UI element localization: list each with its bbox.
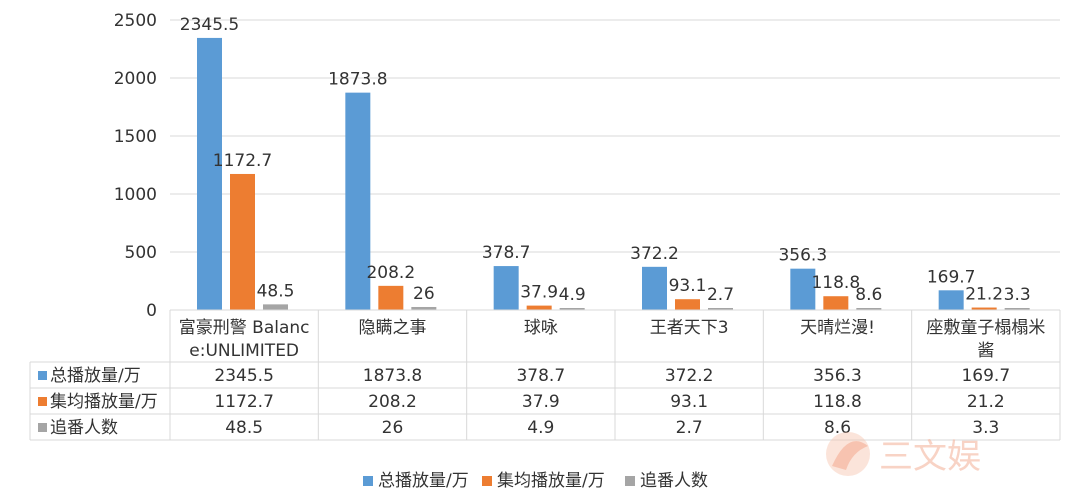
category-label: e:UNLIMITED — [189, 341, 299, 361]
bar — [708, 308, 733, 310]
data-label: 118.8 — [811, 273, 860, 293]
category-label: 酱 — [977, 341, 994, 361]
data-label: 208.2 — [366, 263, 415, 283]
y-axis: 0 500 1000 1500 2000 2500 — [114, 11, 157, 321]
bar — [938, 290, 964, 310]
table-cell: 3.3 — [972, 418, 999, 438]
legend-label: 追番人数 — [640, 471, 708, 491]
data-label: 2.7 — [707, 285, 734, 305]
bar — [493, 266, 519, 310]
table-cell: 1873.8 — [363, 366, 422, 386]
bar — [790, 268, 816, 310]
category-label: 球咏 — [524, 318, 558, 338]
data-label: 8.6 — [855, 285, 882, 305]
data-labels: 2345.5 1873.8 378.7 372.2 356.3 169.7 1172.7 20… — [180, 15, 1031, 305]
data-label: 37.9 — [520, 283, 558, 303]
table-cell: 372.2 — [665, 366, 714, 386]
category-label: 座敷童子榻榻米 — [926, 318, 1045, 338]
bar — [378, 285, 404, 310]
table-cell: 208.2 — [368, 392, 417, 412]
data-label: 1873.8 — [328, 70, 387, 90]
bars — [197, 37, 1030, 311]
y-tick-label: 500 — [125, 243, 157, 263]
bar — [675, 299, 700, 310]
legend-key — [38, 397, 47, 406]
legend: 总播放量/万 集均播放量/万 追番人数 — [363, 471, 708, 491]
watermark-text: 三文娱 — [879, 437, 981, 477]
table-cell: 8.6 — [824, 418, 851, 438]
series-name: 集均播放量/万 — [50, 392, 158, 412]
bar — [411, 306, 437, 310]
y-tick-label: 1500 — [114, 127, 157, 147]
y-tick-label: 2000 — [114, 69, 157, 89]
table-cell: 356.3 — [813, 366, 862, 386]
bar — [197, 37, 222, 311]
y-tick-label: 1000 — [114, 185, 157, 205]
data-label: 3.3 — [1004, 285, 1031, 305]
watermark-logo — [826, 432, 870, 476]
y-tick-label: 0 — [146, 301, 157, 321]
table-cell: 37.9 — [522, 392, 560, 412]
legend-swatch — [363, 476, 373, 486]
table-cell: 1172.7 — [214, 392, 273, 412]
table-cell: 21.2 — [967, 392, 1005, 412]
table-cell: 169.7 — [961, 366, 1010, 386]
bar — [1004, 308, 1030, 310]
table-cell: 2.7 — [676, 418, 703, 438]
data-label: 372.2 — [630, 244, 679, 264]
legend-swatch — [482, 476, 492, 486]
legend-key — [38, 371, 47, 380]
data-label: 378.7 — [482, 243, 531, 263]
watermark: 三文娱 — [826, 432, 981, 477]
table-cell: 48.5 — [225, 418, 263, 438]
series-name: 追番人数 — [50, 418, 118, 438]
bar — [345, 92, 371, 311]
data-label: 2345.5 — [180, 15, 239, 35]
table-cell: 118.8 — [813, 392, 862, 412]
data-label: 169.7 — [927, 267, 976, 287]
table-cell: 26 — [382, 418, 404, 438]
bar — [856, 308, 882, 310]
bar — [642, 266, 667, 310]
data-label: 21.2 — [965, 285, 1003, 305]
data-label: 48.5 — [257, 281, 295, 301]
category-label: 隐瞒之事 — [359, 318, 427, 338]
table-cell: 378.7 — [516, 366, 565, 386]
table-cell: 93.1 — [670, 392, 708, 412]
category-label: 富豪刑警 Balanc — [179, 317, 310, 338]
data-label: 4.9 — [559, 285, 586, 305]
legend-swatch — [625, 476, 635, 486]
bar — [230, 173, 255, 310]
bar — [823, 296, 849, 310]
data-label: 356.3 — [778, 246, 827, 266]
data-label: 26 — [413, 284, 435, 304]
series-name: 总播放量/万 — [50, 366, 141, 386]
watermark-logo-mark — [832, 441, 868, 470]
data-label: 1172.7 — [213, 151, 272, 171]
data-table: 富豪刑警 Balanc e:UNLIMITED 隐瞒之事 球咏 王者天下3 天晴烂漫! 座敷… — [29, 309, 1061, 441]
bar — [971, 307, 997, 310]
legend-label: 集均播放量/万 — [497, 471, 605, 491]
data-label: 93.1 — [669, 276, 707, 296]
bar — [263, 304, 288, 310]
table-cell: 2345.5 — [214, 366, 273, 386]
y-tick-label: 2500 — [114, 11, 157, 31]
category-label: 王者天下3 — [650, 318, 729, 338]
legend-key — [38, 423, 47, 432]
legend-label: 总播放量/万 — [378, 471, 469, 491]
category-label: 天晴烂漫! — [800, 318, 875, 338]
bar — [526, 305, 552, 310]
table-cell: 4.9 — [527, 418, 554, 438]
bar — [559, 308, 585, 310]
gridlines — [170, 19, 1060, 253]
